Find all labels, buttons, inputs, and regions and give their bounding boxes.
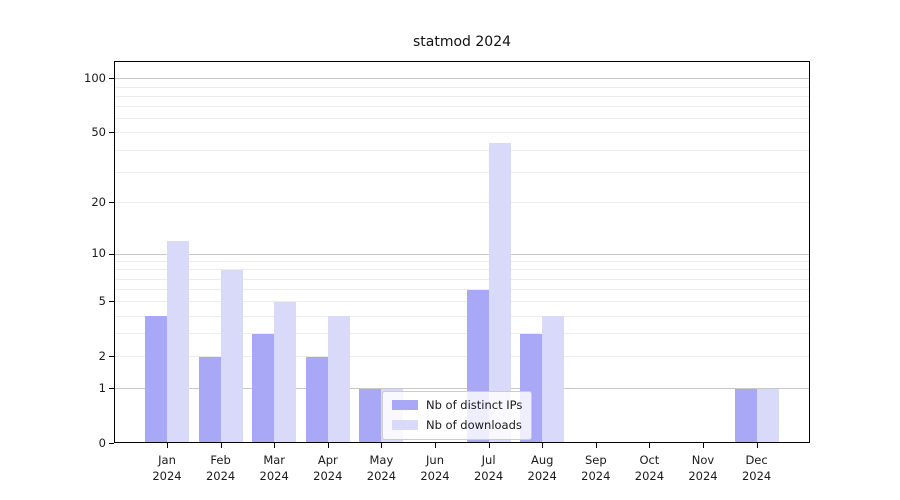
y-tick-mark bbox=[109, 301, 114, 303]
x-tick-label: Apr 2024 bbox=[286, 452, 370, 484]
x-tick-mark bbox=[435, 443, 436, 448]
x-tick-year: 2024 bbox=[473, 469, 504, 483]
y-tick-mark bbox=[109, 78, 114, 80]
x-tick-label: Feb 2024 bbox=[179, 452, 263, 484]
x-tick-year: 2024 bbox=[634, 469, 665, 483]
y-tick-mark bbox=[109, 356, 114, 358]
minor-gridline bbox=[115, 278, 809, 280]
bar-downloads bbox=[542, 316, 565, 443]
x-tick-year: 2024 bbox=[527, 469, 557, 483]
minor-gridline bbox=[115, 301, 809, 303]
x-tick-year: 2024 bbox=[420, 469, 450, 483]
x-tick-label: Jul 2024 bbox=[447, 452, 531, 484]
x-tick-year: 2024 bbox=[259, 469, 289, 483]
major-gridline bbox=[115, 78, 809, 80]
x-tick-mark bbox=[381, 443, 383, 448]
minor-gridline bbox=[115, 95, 809, 97]
major-gridline bbox=[115, 388, 809, 390]
bar-distinct-ips bbox=[734, 388, 757, 443]
y-tick-mark bbox=[109, 443, 114, 444]
minor-gridline bbox=[115, 132, 809, 134]
x-tick-label: May 2024 bbox=[339, 452, 423, 484]
x-tick-year: 2024 bbox=[741, 469, 772, 483]
bar-downloads bbox=[220, 269, 243, 443]
x-tick-label: Jun 2024 bbox=[393, 452, 477, 484]
x-tick-year: 2024 bbox=[581, 469, 611, 483]
x-tick-mark bbox=[274, 443, 276, 448]
bar-distinct-ips bbox=[145, 316, 167, 443]
legend-item-distinct-ips: Nb of distinct IPs bbox=[392, 395, 522, 415]
legend-label-distinct-ips: Nb of distinct IPs bbox=[426, 398, 523, 412]
x-tick-label: Nov 2024 bbox=[661, 452, 745, 484]
minor-gridline bbox=[115, 315, 809, 317]
y-tick-label: 20 bbox=[91, 194, 106, 209]
x-tick-label: Oct 2024 bbox=[607, 452, 691, 484]
bar-distinct-ips bbox=[305, 356, 328, 443]
x-tick-label: Sep 2024 bbox=[554, 452, 638, 484]
x-tick-mark bbox=[703, 443, 704, 448]
minor-gridline bbox=[115, 289, 809, 291]
x-tick-mark bbox=[327, 443, 329, 448]
x-tick-label: Mar 2024 bbox=[232, 452, 316, 484]
bar-distinct-ips bbox=[252, 333, 275, 443]
legend-item-downloads: Nb of downloads bbox=[392, 415, 522, 435]
y-tick-label: 0 bbox=[98, 435, 106, 450]
x-tick-mark bbox=[595, 443, 597, 448]
legend: Nb of distinct IPs Nb of downloads bbox=[382, 391, 533, 440]
bar-downloads bbox=[756, 388, 779, 443]
x-tick-mark bbox=[488, 443, 490, 448]
legend-swatch-downloads-icon bbox=[392, 420, 418, 430]
minor-gridline bbox=[115, 106, 809, 108]
x-tick-year: 2024 bbox=[205, 469, 236, 483]
x-tick-mark bbox=[167, 443, 168, 448]
x-tick-mark bbox=[220, 443, 222, 448]
x-tick-label: Jan 2024 bbox=[125, 452, 209, 484]
minor-gridline bbox=[115, 202, 809, 204]
x-tick-mark bbox=[649, 443, 651, 448]
minor-gridline bbox=[115, 269, 809, 271]
minor-gridline bbox=[115, 356, 809, 358]
x-tick-label: Dec 2024 bbox=[715, 452, 799, 484]
minor-gridline bbox=[115, 118, 809, 120]
legend-label-downloads: Nb of downloads bbox=[426, 418, 522, 432]
y-tick-label: 5 bbox=[98, 293, 106, 308]
legend-swatch-distinct-ips-icon bbox=[392, 400, 418, 410]
chart-title: statmod 2024 bbox=[412, 34, 512, 50]
major-gridline bbox=[115, 253, 809, 255]
y-tick-mark bbox=[109, 202, 114, 204]
y-tick-label: 100 bbox=[84, 70, 106, 85]
y-tick-mark bbox=[109, 388, 114, 390]
y-tick-mark bbox=[109, 253, 114, 255]
y-tick-label: 1 bbox=[98, 380, 106, 395]
minor-gridline bbox=[115, 86, 809, 88]
minor-gridline bbox=[115, 333, 809, 335]
y-tick-label: 2 bbox=[98, 348, 106, 363]
x-tick-year: 2024 bbox=[152, 469, 182, 483]
bar-downloads bbox=[167, 240, 189, 443]
minor-gridline bbox=[115, 171, 809, 173]
bar-downloads bbox=[488, 142, 511, 443]
x-tick-mark bbox=[542, 443, 544, 448]
x-tick-mark bbox=[756, 443, 758, 448]
x-tick-year: 2024 bbox=[313, 469, 343, 483]
y-tick-label: 50 bbox=[91, 124, 106, 139]
y-tick-mark bbox=[109, 132, 114, 134]
minor-gridline bbox=[115, 261, 809, 263]
bar-downloads bbox=[327, 316, 350, 443]
bar-distinct-ips bbox=[198, 356, 221, 443]
x-tick-year: 2024 bbox=[688, 469, 718, 483]
bar-downloads bbox=[274, 301, 297, 443]
x-tick-label: Aug 2024 bbox=[500, 452, 584, 484]
minor-gridline bbox=[115, 149, 809, 151]
bar-distinct-ips bbox=[359, 388, 382, 443]
y-tick-label: 10 bbox=[91, 246, 106, 261]
x-tick-year: 2024 bbox=[366, 469, 397, 483]
